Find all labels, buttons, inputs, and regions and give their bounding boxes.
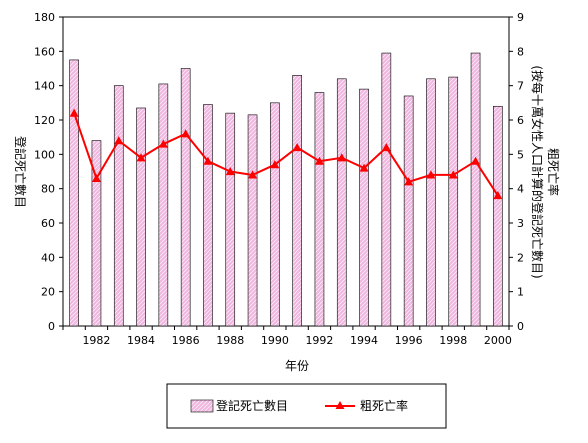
- x-tick-label: 1992: [305, 334, 333, 347]
- bar: [403, 95, 414, 327]
- x-tick-label: 1986: [172, 334, 200, 347]
- right-tick-label: 9: [517, 11, 524, 24]
- rate-point: [404, 177, 414, 186]
- left-tick-label: 0: [48, 320, 55, 333]
- rate-point: [181, 129, 191, 138]
- legend-label-line: 粗死亡率: [360, 398, 408, 413]
- plot-frame: [62, 16, 510, 327]
- x-tick-label: 2000: [484, 334, 512, 347]
- left-tick-label: 160: [34, 45, 55, 58]
- bar: [91, 140, 102, 327]
- bar: [448, 76, 459, 327]
- rate-point: [381, 142, 391, 152]
- right-tick-label: 5: [517, 148, 524, 161]
- rate-point: [337, 153, 347, 162]
- bar: [336, 78, 347, 327]
- rate-point: [203, 156, 213, 165]
- legend-label-bars: 登記死亡數目: [216, 398, 288, 413]
- bar: [158, 83, 169, 327]
- right-axis-title: 粗死亡率(按每十萬女性人口計算的登記死亡數目): [530, 65, 561, 278]
- bar-series: [69, 52, 503, 327]
- left-axis-title: 登記死亡數目: [13, 136, 28, 208]
- rate-point: [91, 173, 101, 182]
- right-tick-label: 2: [517, 251, 524, 264]
- x-tick-label: 1982: [82, 334, 110, 347]
- left-tick-label: 100: [34, 148, 55, 161]
- rate-point: [225, 167, 235, 176]
- legend-triangle-marker: [335, 401, 345, 409]
- bar: [113, 85, 124, 327]
- rate-point: [314, 156, 324, 165]
- x-tick-label: 1984: [127, 334, 155, 347]
- rate-point: [270, 160, 280, 169]
- right-axis-title-line: (按每十萬女性人口計算的登記死亡數目): [530, 65, 545, 278]
- x-axis: 1982 1984 1986 1988 1990 1992 1994 1996 1998 2000: [62, 326, 512, 347]
- bar: [470, 52, 481, 327]
- bar: [69, 59, 79, 327]
- right-tick-label: 3: [517, 217, 524, 230]
- legend-bar-swatch: [190, 399, 214, 413]
- rate-point: [136, 153, 146, 162]
- bar: [247, 114, 258, 327]
- line-series: [69, 108, 503, 200]
- bar: [292, 75, 302, 327]
- bar: [314, 92, 325, 327]
- rate-point: [292, 142, 302, 152]
- x-axis-title: 年份: [285, 359, 309, 373]
- legend: 登記死亡數目 粗死亡率: [166, 383, 447, 429]
- bar: [493, 105, 503, 327]
- rate-point: [114, 136, 124, 145]
- x-tick-label: 1998: [439, 334, 467, 347]
- bar: [359, 88, 369, 327]
- right-tick-label: 1: [517, 286, 524, 299]
- left-tick-label: 120: [34, 114, 55, 127]
- right-axis: 0 1 2 3 4 5 6 7 8 9: [509, 11, 524, 333]
- legend-box: [166, 383, 447, 429]
- x-tick-label: 1990: [261, 334, 289, 347]
- right-axis-title-line: 粗死亡率: [546, 148, 561, 196]
- right-tick-label: 0: [517, 320, 524, 333]
- x-tick-label: 1996: [395, 334, 423, 347]
- rate-point: [448, 170, 458, 179]
- bar: [136, 107, 146, 327]
- rate-line: [73, 112, 499, 197]
- x-tick-label: 1988: [216, 334, 244, 347]
- rate-point: [69, 108, 79, 117]
- left-tick-label: 40: [41, 251, 55, 264]
- rate-point: [359, 163, 369, 172]
- right-tick-label: 8: [517, 45, 524, 58]
- rate-point: [493, 191, 503, 200]
- bar: [381, 52, 392, 327]
- left-tick-label: 60: [41, 217, 55, 230]
- right-tick-label: 6: [517, 114, 524, 127]
- rate-point: [471, 156, 481, 165]
- bar: [426, 78, 436, 327]
- rate-point: [158, 139, 168, 148]
- bar: [225, 112, 236, 327]
- x-tick-label: 1994: [350, 334, 378, 347]
- bar: [180, 68, 191, 327]
- right-tick-label: 4: [517, 183, 524, 196]
- rate-point: [248, 170, 258, 179]
- bar: [203, 104, 213, 327]
- rate-point: [426, 170, 436, 179]
- right-tick-label: 7: [517, 80, 524, 93]
- left-tick-label: 140: [34, 80, 55, 93]
- left-tick-label: 20: [41, 286, 55, 299]
- left-tick-label: 180: [34, 11, 55, 24]
- plot-area: [62, 16, 510, 327]
- bar: [270, 102, 280, 327]
- left-axis: 0 20 40 60 80 100 120 140 160 180: [34, 11, 63, 333]
- left-tick-label: 80: [41, 183, 55, 196]
